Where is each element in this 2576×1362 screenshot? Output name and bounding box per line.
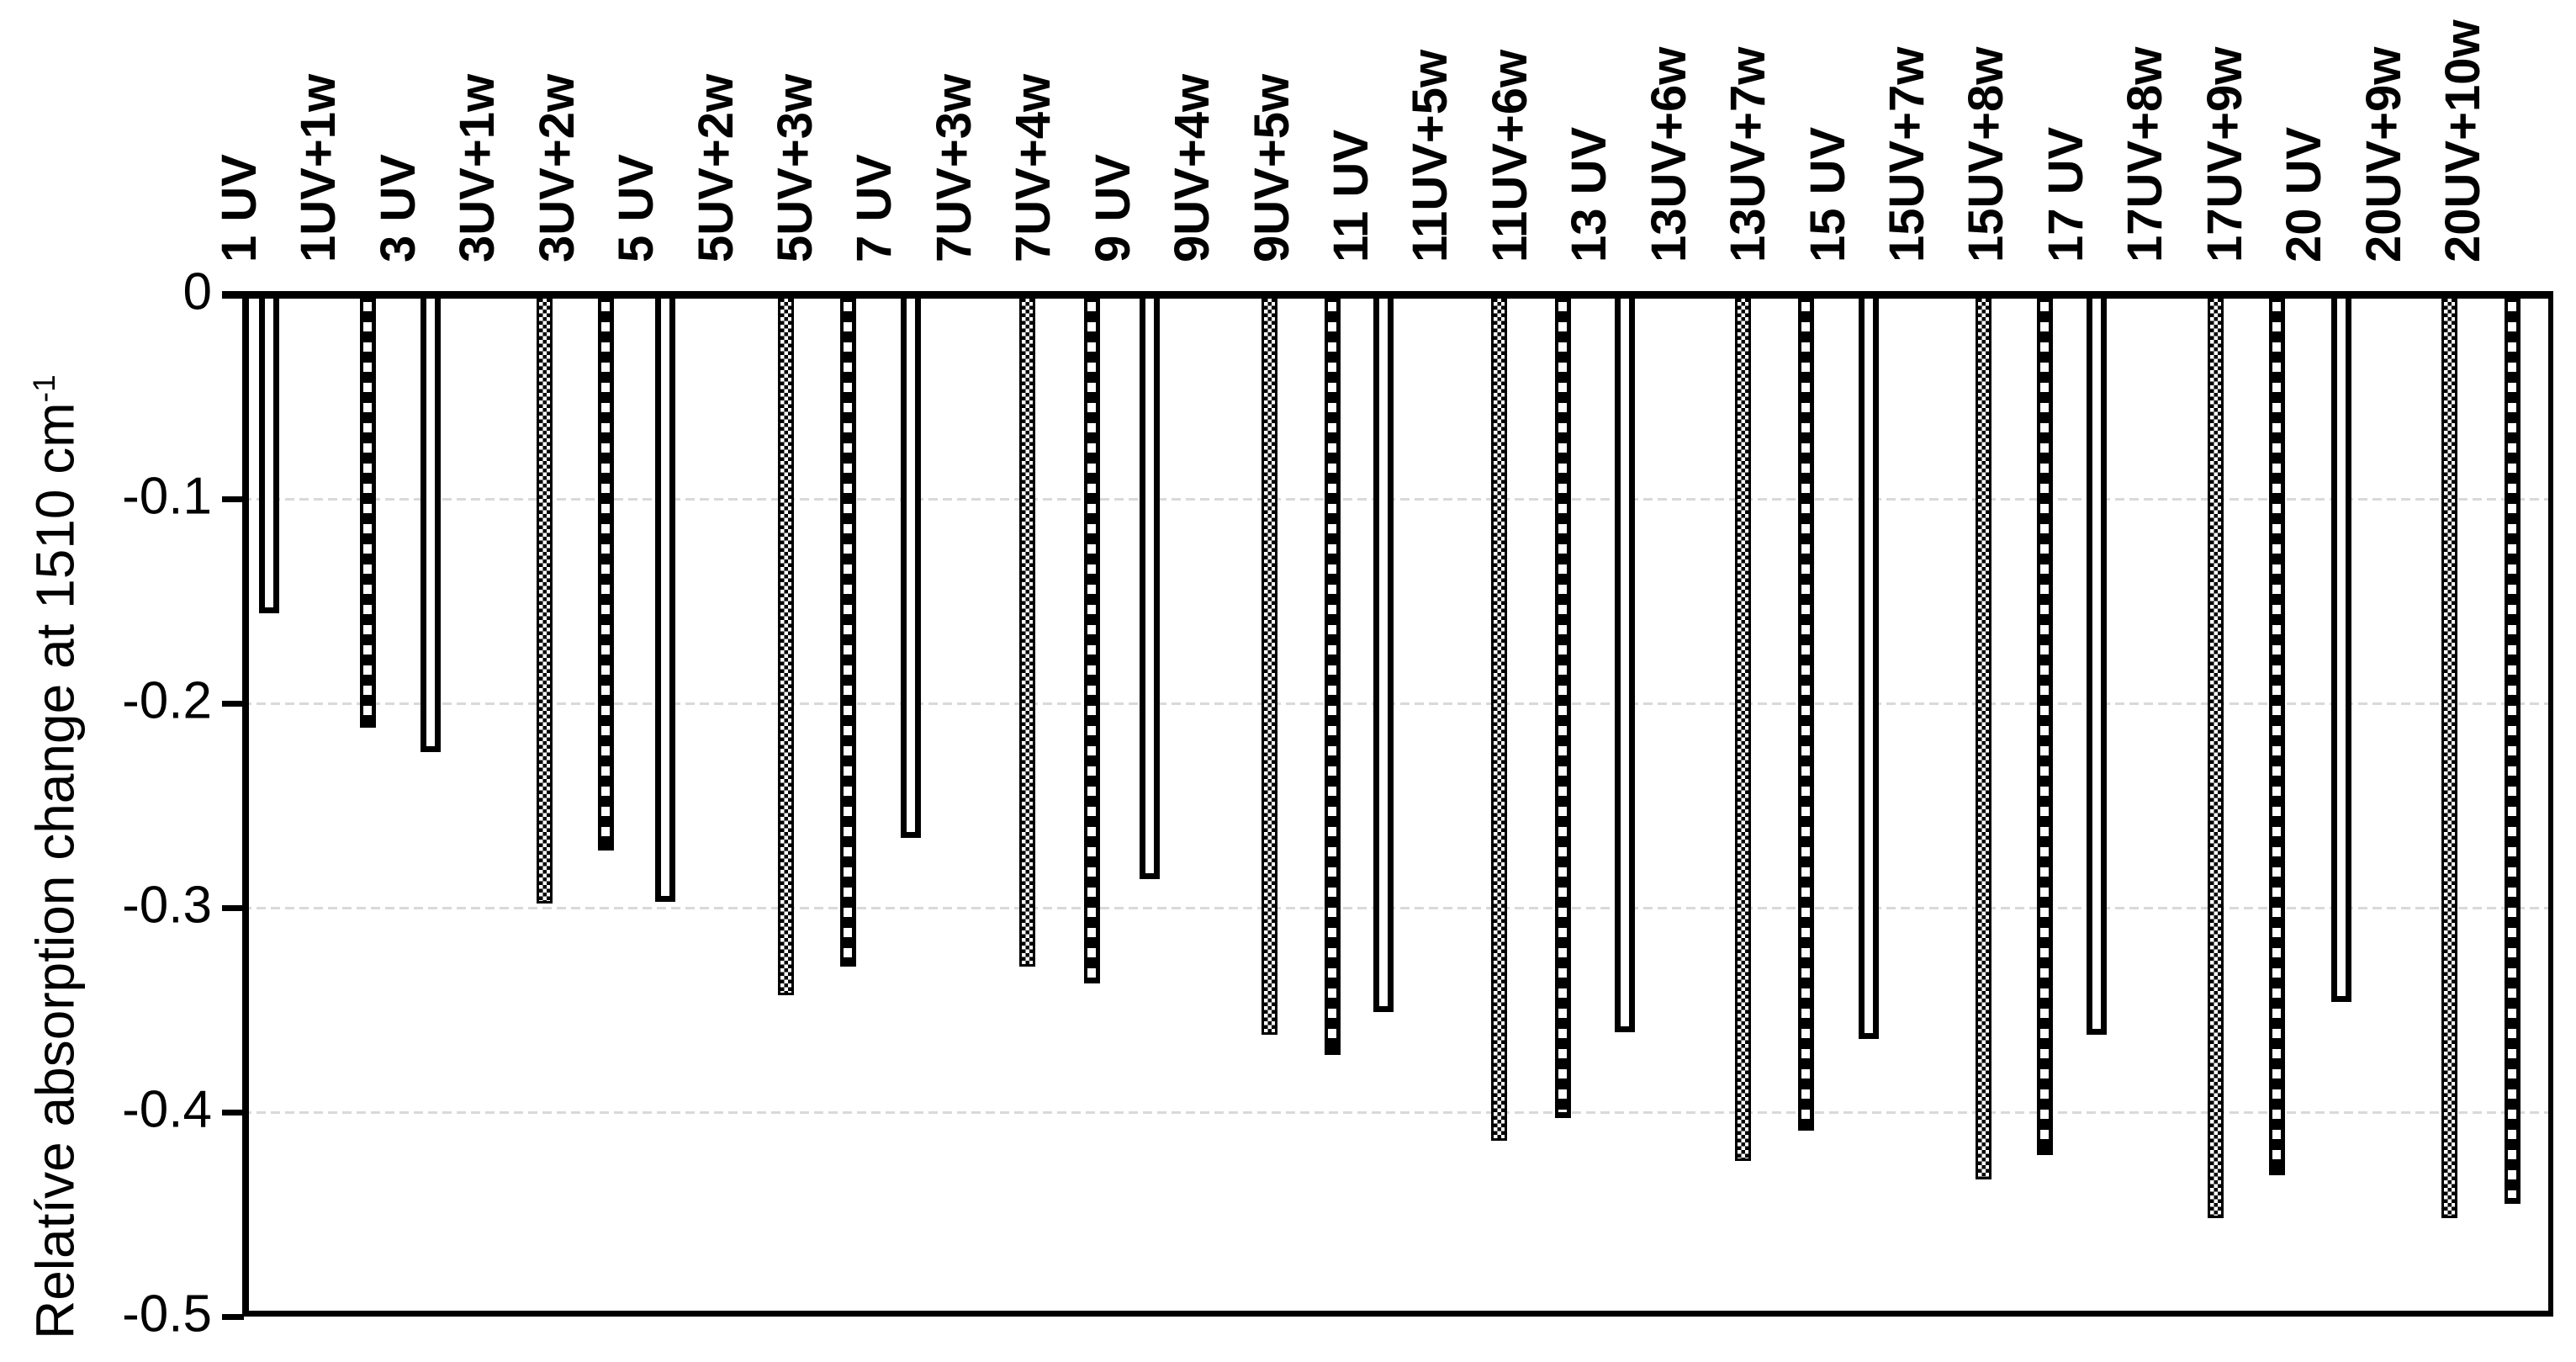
category-label: 7UV+3w xyxy=(927,73,981,262)
category-label: 17 UV xyxy=(2039,126,2093,262)
bar xyxy=(2331,294,2351,1002)
bar xyxy=(2037,294,2053,1155)
category-label: 5 UV xyxy=(609,154,664,262)
category-label: 9UV+4w xyxy=(1165,73,1219,262)
category-label: 11UV+6w xyxy=(1483,49,1537,262)
category-label: 13 UV xyxy=(1562,126,1616,262)
category-label: 15UV+7w xyxy=(1880,46,1934,262)
category-label: 7UV+4w xyxy=(1006,73,1061,262)
category-label: 20UV+9w xyxy=(2356,46,2411,262)
category-label: 20 UV xyxy=(2277,126,2331,262)
category-label: 5UV+3w xyxy=(768,73,823,262)
bar xyxy=(2441,294,2457,1218)
y-tick-label: -0.5 xyxy=(122,1285,212,1343)
bar xyxy=(1735,294,1751,1161)
category-label: 9 UV xyxy=(1086,154,1140,262)
y-axis-line xyxy=(242,291,249,1317)
y-tick-label: -0.3 xyxy=(122,876,212,935)
category-label: 3 UV xyxy=(371,154,426,262)
x-axis-zero-line xyxy=(222,291,2553,299)
bar xyxy=(655,294,675,902)
gridline xyxy=(242,907,2548,909)
bar xyxy=(1976,294,1992,1179)
y-tick-label: 0 xyxy=(182,262,212,321)
bar xyxy=(1084,294,1100,983)
y-tick-mark xyxy=(222,1314,244,1320)
bar xyxy=(2269,294,2285,1175)
bar xyxy=(537,294,553,904)
y-tick-mark xyxy=(222,905,244,911)
category-label: 7 UV xyxy=(847,154,902,262)
gridline xyxy=(242,498,2548,501)
bar xyxy=(421,294,441,752)
category-label: 5UV+2w xyxy=(689,73,743,262)
category-label: 1UV+1w xyxy=(291,73,346,262)
category-label: 3UV+1w xyxy=(450,73,505,262)
category-label: 20UV+10w xyxy=(2436,19,2490,262)
category-label: 17UV+8w xyxy=(2118,46,2172,262)
bar xyxy=(1325,294,1341,1055)
gridline xyxy=(242,702,2548,705)
category-label: 13UV+7w xyxy=(1721,46,1775,262)
y-tick-label: -0.4 xyxy=(122,1080,212,1139)
bar xyxy=(1555,294,1571,1118)
y-tick-mark xyxy=(222,701,244,707)
category-label: 15 UV xyxy=(1801,126,1855,262)
bar xyxy=(1491,294,1507,1141)
bar xyxy=(360,294,376,728)
bar xyxy=(598,294,614,851)
bar xyxy=(778,294,794,995)
bar xyxy=(1798,294,1814,1131)
bar xyxy=(1262,294,1277,1035)
y-tick-mark xyxy=(222,496,244,502)
bar xyxy=(1140,294,1160,879)
bar xyxy=(259,294,279,613)
bar xyxy=(1373,294,1394,1012)
y-tick-mark xyxy=(222,292,244,298)
y-tick-label: -0.1 xyxy=(122,467,212,526)
bar xyxy=(1019,294,1035,967)
y-tick-label: -0.2 xyxy=(122,671,212,730)
bar xyxy=(1859,294,1879,1039)
bar xyxy=(2208,294,2224,1218)
bar xyxy=(901,294,921,838)
gridline xyxy=(242,1111,2548,1114)
category-label: 1 UV xyxy=(212,154,267,262)
category-label: 13UV+6w xyxy=(1642,46,1696,262)
category-label: 9UV+5w xyxy=(1245,73,1299,262)
bar xyxy=(1615,294,1635,1032)
plot-right-border xyxy=(2548,291,2553,1317)
y-tick-mark xyxy=(222,1110,244,1116)
plot-bottom-border xyxy=(242,1311,2553,1317)
category-label: 11UV+5w xyxy=(1403,49,1457,262)
category-label: 17UV+9w xyxy=(2198,46,2252,262)
category-label: 3UV+2w xyxy=(530,73,584,262)
bar xyxy=(840,294,856,967)
bar xyxy=(2505,294,2520,1204)
category-label: 11 UV xyxy=(1324,130,1378,262)
category-label: 15UV+8w xyxy=(1959,46,2013,262)
bar xyxy=(2087,294,2107,1035)
